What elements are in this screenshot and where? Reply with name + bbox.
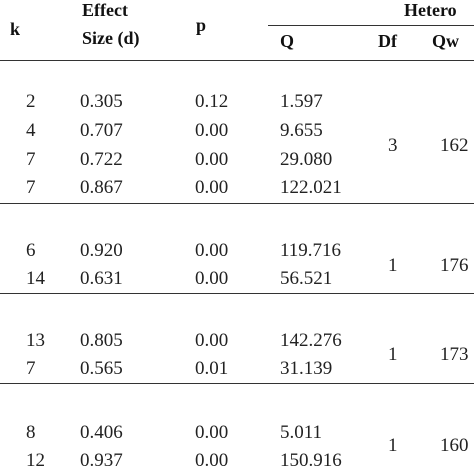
cell-d: 0.305 — [80, 91, 123, 112]
header-p: p — [196, 15, 207, 35]
cell-d: 0.631 — [80, 268, 123, 289]
cell-k: 4 — [26, 120, 36, 141]
cell-q: 29.080 — [280, 149, 333, 170]
cell-k: 12 — [26, 450, 45, 471]
cell-q: 56.521 — [280, 268, 333, 289]
cell-k: 7 — [26, 358, 36, 379]
cell-d: 0.722 — [80, 149, 123, 170]
cell-q: 1.597 — [280, 91, 323, 112]
cell-p: 0.00 — [195, 149, 229, 170]
cell-q: 150.916 — [280, 450, 342, 471]
cell-q: 9.655 — [280, 120, 323, 141]
cell-p: 0.00 — [195, 422, 229, 443]
cell-d: 0.867 — [80, 177, 123, 198]
header-qw: Qw — [432, 31, 459, 51]
cell-d: 0.406 — [80, 422, 123, 443]
cell-d: 0.707 — [80, 120, 123, 141]
cell-k: 7 — [26, 177, 36, 198]
header-df: Df — [378, 31, 397, 51]
cell-p: 0.00 — [195, 450, 229, 471]
cell-df: 1 — [388, 435, 398, 456]
cell-k: 13 — [26, 330, 45, 351]
cell-d: 0.565 — [80, 358, 123, 379]
cell-q: 122.021 — [280, 177, 342, 198]
group-rule — [0, 293, 474, 294]
cell-k: 6 — [26, 240, 36, 261]
cell-df: 3 — [388, 135, 398, 156]
cell-k: 2 — [26, 91, 36, 112]
group-rule — [0, 383, 474, 384]
cell-df: 1 — [388, 344, 398, 365]
cell-k: 7 — [26, 149, 36, 170]
cell-qw: 176 — [440, 255, 469, 276]
cell-p: 0.00 — [195, 330, 229, 351]
cell-p: 0.01 — [195, 358, 229, 379]
cell-q: 142.276 — [280, 330, 342, 351]
cell-q: 31.139 — [280, 358, 333, 379]
cell-q: 5.011 — [280, 422, 323, 443]
header-heterogeneity: Hetero — [404, 0, 457, 20]
cell-d: 0.937 — [80, 450, 123, 471]
cell-k: 8 — [26, 422, 36, 443]
cell-d: 0.805 — [80, 330, 123, 351]
cell-p: 0.00 — [195, 177, 229, 198]
cell-qw: 173 — [440, 344, 469, 365]
cell-p: 0.12 — [195, 91, 229, 112]
header-q: Q — [280, 31, 295, 51]
cell-q: 119.716 — [280, 240, 342, 261]
header-rule — [0, 60, 474, 61]
cell-d: 0.920 — [80, 240, 123, 261]
header-effect-line1: Effect — [82, 0, 128, 20]
group-rule — [0, 203, 474, 204]
cell-k: 14 — [26, 268, 45, 289]
cell-df: 1 — [388, 255, 398, 276]
cell-p: 0.00 — [195, 120, 229, 141]
header-effect-line2: Size (d) — [82, 28, 140, 48]
header-k: k — [10, 19, 21, 39]
cell-p: 0.00 — [195, 240, 229, 261]
cell-qw: 162 — [440, 135, 469, 156]
cell-qw: 160 — [440, 435, 469, 456]
cell-p: 0.00 — [195, 268, 229, 289]
heterogeneity-underline — [268, 25, 474, 26]
